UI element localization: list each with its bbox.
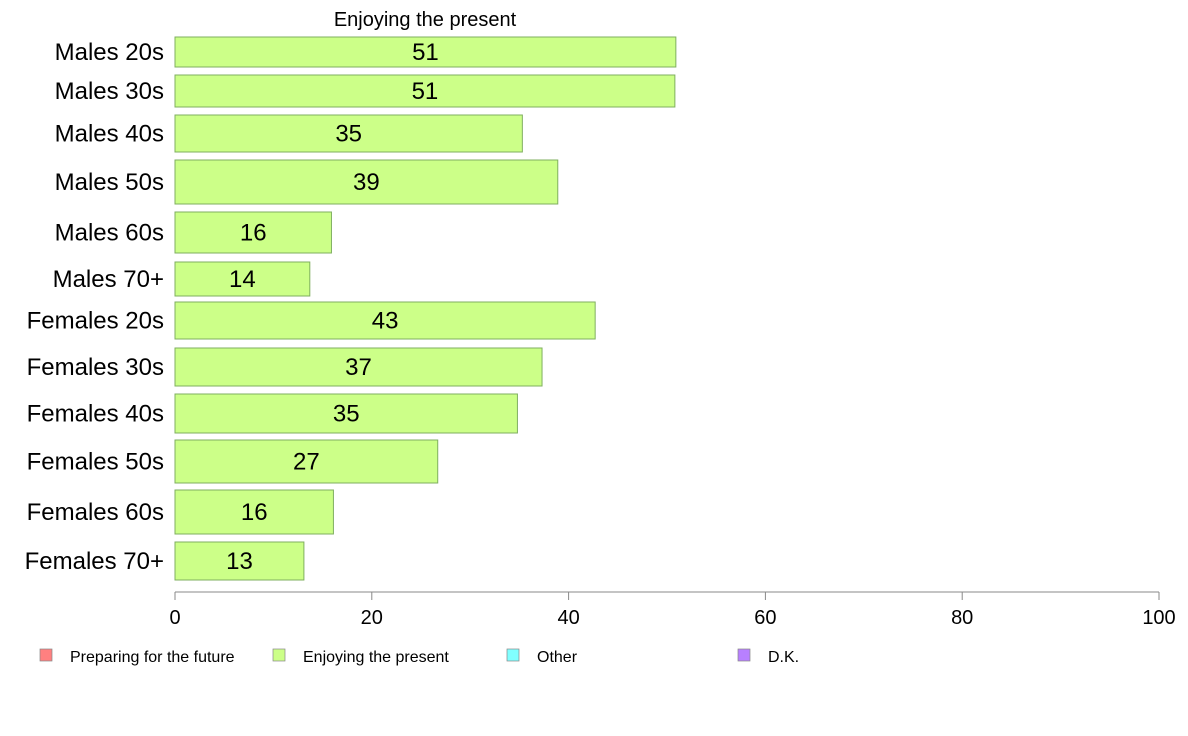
- category-label: Males 60s: [55, 220, 164, 247]
- data-label: 35: [333, 401, 360, 428]
- x-tick-label: 0: [169, 607, 180, 629]
- category-label: Females 30s: [27, 354, 164, 381]
- x-tick-label: 40: [557, 607, 579, 629]
- bar: [174, 439, 439, 484]
- category-label: Males 70+: [53, 266, 164, 293]
- bar: [174, 301, 596, 340]
- data-label: 43: [372, 308, 399, 335]
- x-tick-label: 100: [1142, 607, 1175, 629]
- bar: [174, 541, 305, 581]
- legend-label: Preparing for the future: [70, 649, 235, 666]
- data-label: 37: [345, 354, 372, 381]
- category-label: Males 40s: [55, 121, 164, 148]
- bar: [174, 261, 311, 297]
- bar: [174, 36, 677, 68]
- bar: [174, 211, 332, 254]
- bar: [174, 159, 559, 205]
- category-label: Males 50s: [55, 169, 164, 196]
- data-label: 13: [226, 548, 253, 575]
- bar: [174, 74, 676, 108]
- legend-label: Other: [537, 649, 578, 666]
- data-label: 39: [353, 169, 380, 196]
- legend-swatch: [506, 648, 520, 662]
- category-label: Males 20s: [55, 39, 164, 66]
- data-label: 51: [412, 39, 439, 66]
- category-label: Females 20s: [27, 308, 164, 335]
- bar: [174, 489, 334, 535]
- category-label: Females 60s: [27, 499, 164, 526]
- x-tick-label: 20: [361, 607, 383, 629]
- x-tick-label: 80: [951, 607, 973, 629]
- x-tick-label: 60: [754, 607, 776, 629]
- bar: [174, 393, 518, 434]
- data-label: 14: [229, 266, 256, 293]
- legend-swatch: [737, 648, 751, 662]
- data-label: 35: [335, 121, 362, 148]
- data-label: 16: [240, 220, 267, 247]
- data-label: 51: [412, 78, 439, 105]
- legend-label: D.K.: [768, 649, 799, 666]
- bar: [174, 347, 543, 387]
- category-label: Males 30s: [55, 78, 164, 105]
- bar: [174, 114, 523, 153]
- legend-swatch: [39, 648, 53, 662]
- category-label: Females 50s: [27, 449, 164, 476]
- legend-label: Enjoying the present: [303, 649, 449, 666]
- legend-swatch: [272, 648, 286, 662]
- data-label: 16: [241, 499, 268, 526]
- category-label: Females 40s: [27, 401, 164, 428]
- category-label: Females 70+: [25, 548, 164, 575]
- chart-title: Enjoying the present: [334, 9, 517, 31]
- data-label: 27: [293, 449, 320, 476]
